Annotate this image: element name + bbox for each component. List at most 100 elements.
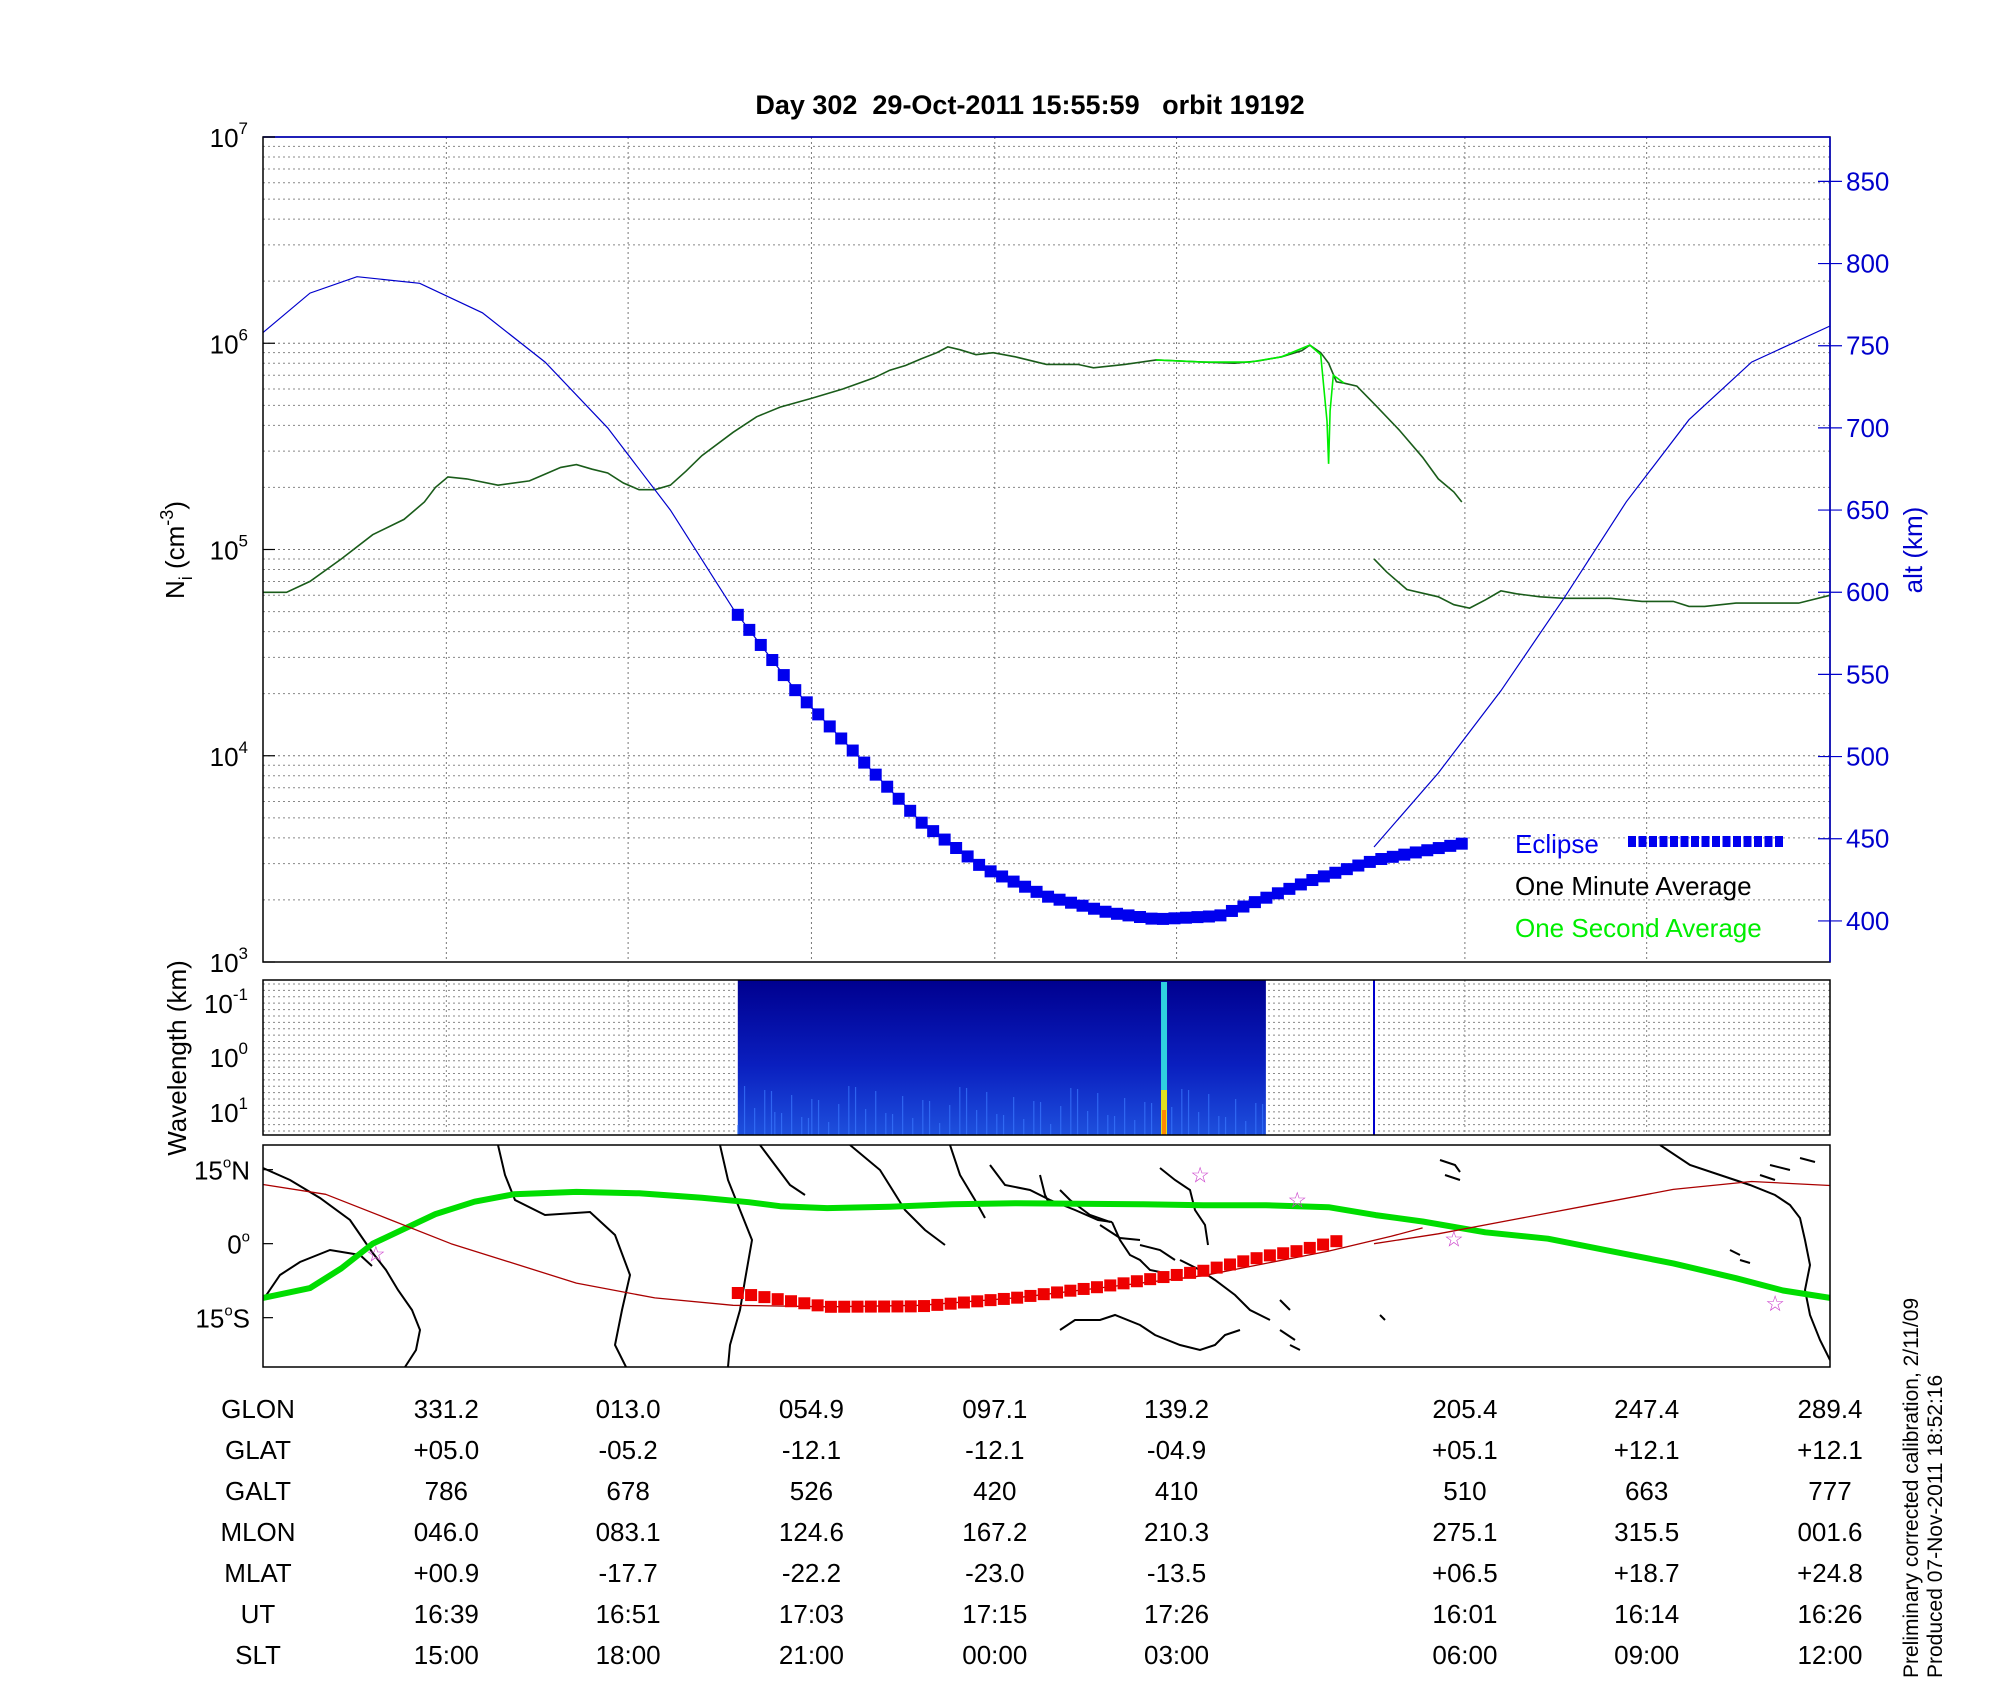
map-eclipse-marker xyxy=(1184,1266,1197,1279)
map-eclipse-marker xyxy=(1277,1247,1290,1260)
eclipse-marker xyxy=(1191,911,1204,924)
map-eclipse-marker xyxy=(1197,1264,1210,1277)
map-eclipse-marker xyxy=(944,1297,957,1310)
degree-icon: o xyxy=(223,1155,231,1172)
tick-exponent: -1 xyxy=(233,985,248,1004)
table-cell: -23.0 xyxy=(965,1558,1024,1588)
altitude-tick-label: 650 xyxy=(1846,495,1889,525)
spectrogram-ylabel: Wavelength (km) xyxy=(162,960,192,1156)
eclipse-marker xyxy=(1122,909,1135,922)
table-cell: 15:00 xyxy=(414,1640,479,1670)
eclipse-marker xyxy=(731,608,744,621)
eclipse-marker xyxy=(1133,911,1146,924)
eclipse-marker xyxy=(961,850,974,863)
map-eclipse-marker xyxy=(971,1295,984,1308)
table-cell: +12.1 xyxy=(1797,1435,1863,1465)
tick-base: 10 xyxy=(210,948,239,978)
eclipse-marker xyxy=(869,768,882,781)
eclipse-marker xyxy=(1111,907,1124,920)
legend-eclipse-square xyxy=(1659,836,1668,847)
legend-eclipse-square xyxy=(1775,836,1783,847)
table-cell: 786 xyxy=(425,1476,468,1506)
altitude-tick-label: 700 xyxy=(1846,413,1889,443)
table-cell: 17:15 xyxy=(962,1599,1027,1629)
map-eclipse-marker xyxy=(798,1297,811,1310)
eclipse-marker xyxy=(1363,855,1376,868)
table-cell: +18.7 xyxy=(1614,1558,1680,1588)
table-cell: 124.6 xyxy=(779,1517,844,1547)
spectrogram-tick-label: 100 xyxy=(210,1039,248,1073)
map-eclipse-marker xyxy=(758,1291,771,1304)
map-eclipse-marker xyxy=(1144,1273,1157,1286)
density-ylabel: Ni (cm-3) xyxy=(157,501,196,599)
eclipse-marker xyxy=(881,780,894,793)
table-cell: 06:00 xyxy=(1432,1640,1497,1670)
map-eclipse-marker xyxy=(1237,1255,1250,1268)
altitude-tick-label: 400 xyxy=(1846,906,1889,936)
table-cell: -22.2 xyxy=(782,1558,841,1588)
table-row-label: UT xyxy=(241,1599,276,1629)
table-cell: 21:00 xyxy=(779,1640,844,1670)
table-cell: 17:26 xyxy=(1144,1599,1209,1629)
map-eclipse-marker xyxy=(1117,1277,1130,1290)
table-cell: 275.1 xyxy=(1432,1517,1497,1547)
map-eclipse-marker xyxy=(824,1300,837,1313)
map-eclipse-marker xyxy=(1317,1238,1330,1251)
map-eclipse-marker xyxy=(878,1300,891,1313)
eclipse-marker xyxy=(1306,874,1319,887)
map-eclipse-marker xyxy=(1223,1258,1236,1271)
spectrogram-grid xyxy=(263,980,1831,1135)
map-star-icon: ☆ xyxy=(1287,1187,1307,1212)
eclipse-marker xyxy=(766,654,779,667)
eclipse-marker xyxy=(1030,885,1043,898)
series-one-minute-average xyxy=(1373,558,1831,609)
eclipse-marker xyxy=(1248,896,1261,909)
eclipse-marker xyxy=(800,696,813,709)
legend-eclipse-square xyxy=(1691,836,1699,847)
map-frame xyxy=(262,1144,1831,1368)
table-cell: 678 xyxy=(606,1476,649,1506)
map-eclipse-marker xyxy=(904,1300,917,1313)
table-row-label: MLAT xyxy=(224,1558,292,1588)
map-eclipse-marker xyxy=(957,1296,970,1309)
eclipse-marker xyxy=(1053,893,1066,906)
table-cell: 289.4 xyxy=(1797,1394,1862,1424)
spectrogram-bright-band xyxy=(1161,982,1168,1135)
eclipse-marker xyxy=(1237,900,1250,913)
eclipse-marker xyxy=(1007,875,1020,888)
legend-eclipse-square xyxy=(1670,836,1678,847)
density-tick-label: 106 xyxy=(210,325,248,359)
table-cell: 12:00 xyxy=(1797,1640,1862,1670)
degree-icon: o xyxy=(224,1303,232,1320)
eclipse-marker xyxy=(1409,846,1422,859)
table-cell: +06.5 xyxy=(1432,1558,1498,1588)
altitude-axis-label: alt (km) xyxy=(1898,507,1928,594)
table-cell: 526 xyxy=(790,1476,833,1506)
eclipse-marker xyxy=(1202,910,1215,923)
map-eclipse-marker xyxy=(1104,1279,1117,1292)
map-eclipse-marker xyxy=(864,1300,877,1313)
spectrogram-tick-label: 10-1 xyxy=(204,985,248,1019)
eclipse-marker xyxy=(1088,902,1101,915)
table-cell: 331.2 xyxy=(414,1394,479,1424)
map-eclipse-marker xyxy=(1263,1249,1276,1262)
map-eclipse-marker xyxy=(1170,1268,1183,1281)
map-eclipse-marker xyxy=(731,1287,744,1299)
table-cell: 315.5 xyxy=(1614,1517,1679,1547)
eclipse-marker xyxy=(1156,912,1169,925)
map-tick-label: 0o xyxy=(227,1229,250,1260)
table-cell: 420 xyxy=(973,1476,1016,1506)
lat-number: 15 xyxy=(194,1156,223,1186)
eclipse-marker xyxy=(973,858,986,871)
table-row-label: MLON xyxy=(220,1517,295,1547)
tick-exponent: 6 xyxy=(239,325,248,344)
series-altitude xyxy=(262,276,1462,920)
eclipse-marker xyxy=(823,720,836,733)
eclipse-marker xyxy=(777,669,790,682)
legend: Eclipse One Minute Average One Second Av… xyxy=(1515,829,1783,943)
eclipse-marker xyxy=(835,732,848,745)
map-eclipse-marker xyxy=(997,1292,1010,1305)
map-eclipse-marker xyxy=(1024,1289,1037,1302)
table-cell: -05.2 xyxy=(598,1435,657,1465)
